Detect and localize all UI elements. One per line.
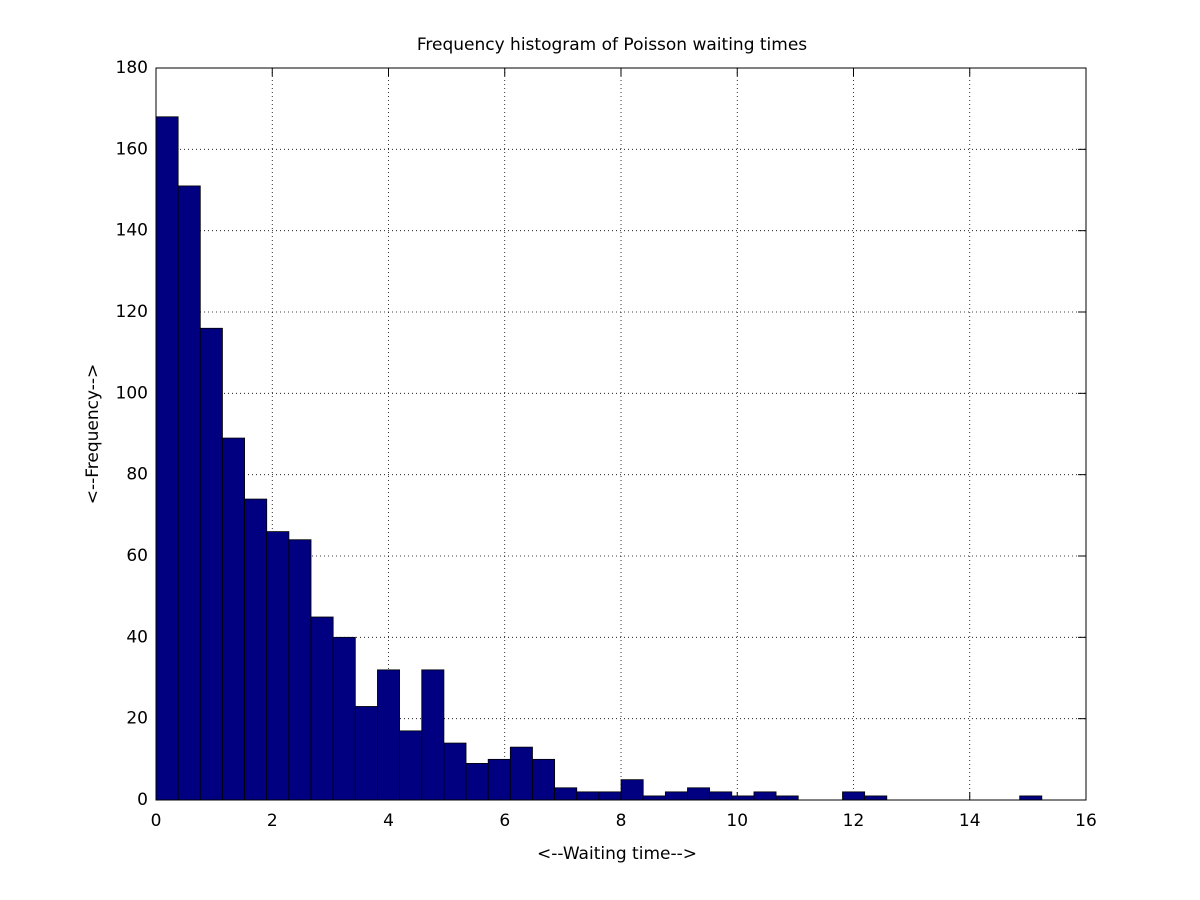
bar	[842, 791, 866, 801]
bar	[532, 758, 556, 801]
y-tick-label: 0	[137, 790, 148, 810]
bar	[354, 706, 378, 801]
bar	[731, 795, 755, 801]
bar	[753, 791, 777, 801]
y-tick-label: 180	[116, 58, 148, 78]
bar	[598, 791, 622, 801]
x-tick-label: 2	[267, 811, 278, 831]
y-tick-label: 140	[116, 221, 148, 241]
bar	[576, 791, 600, 801]
bar	[465, 763, 489, 801]
bar	[399, 730, 423, 801]
bar	[266, 531, 290, 801]
bar	[199, 327, 223, 801]
bar	[177, 185, 201, 801]
bar	[487, 758, 511, 801]
bar	[288, 539, 312, 801]
x-tick-label: 4	[383, 811, 394, 831]
y-tick-label: 20	[126, 709, 148, 729]
bar	[864, 795, 888, 801]
bar	[443, 742, 467, 801]
bar	[332, 636, 356, 801]
y-tick-label: 120	[116, 302, 148, 322]
y-tick-label: 40	[126, 627, 148, 647]
x-tick-label: 8	[616, 811, 627, 831]
bar	[1019, 795, 1043, 801]
x-tick-label: 14	[959, 811, 981, 831]
bar	[687, 787, 711, 801]
y-tick-label: 80	[126, 465, 148, 485]
bar	[377, 669, 401, 801]
x-tick-label: 0	[151, 811, 162, 831]
y-tick-label: 60	[126, 546, 148, 566]
bar	[709, 791, 733, 801]
y-axis-label: <--Frequency-->	[83, 364, 103, 505]
y-tick-label: 160	[116, 139, 148, 159]
x-tick-label: 6	[499, 811, 510, 831]
x-tick-label: 12	[843, 811, 865, 831]
bar	[310, 616, 334, 801]
bar	[620, 779, 644, 801]
bar	[642, 795, 666, 801]
bar	[421, 669, 445, 801]
bar	[222, 437, 245, 801]
x-tick-label: 16	[1075, 811, 1097, 831]
bar	[509, 746, 533, 801]
x-tick-label: 10	[726, 811, 748, 831]
bar	[664, 791, 688, 801]
bar	[155, 116, 179, 801]
chart-title: Frequency histogram of Poisson waiting t…	[417, 35, 807, 55]
bar	[775, 795, 799, 801]
y-tick-label: 100	[116, 383, 148, 403]
plot-frame	[155, 67, 1087, 801]
bar	[244, 498, 268, 801]
x-axis-label: <--Waiting time-->	[537, 844, 697, 864]
bar	[554, 787, 578, 801]
